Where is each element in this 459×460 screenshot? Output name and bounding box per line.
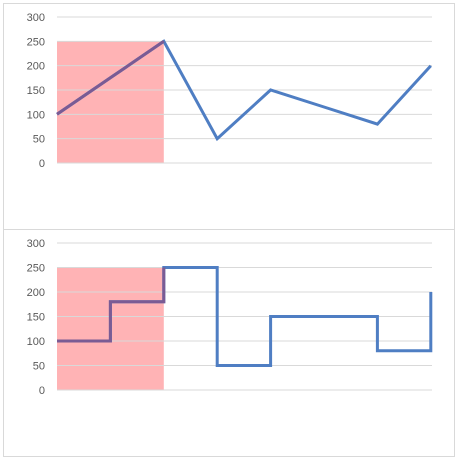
line-chart: 300 250 200 150 100 50 0	[27, 12, 432, 170]
y-tick-label: 100	[27, 109, 45, 121]
y-tick-label: 300	[27, 12, 45, 24]
y-tick-label: 200	[27, 61, 45, 73]
y-tick-label: 250	[27, 263, 45, 275]
y-tick-label: 50	[33, 361, 45, 373]
series-line-highlighted	[57, 267, 166, 343]
y-tick-label: 0	[39, 385, 45, 397]
y-tick-label: 300	[27, 238, 45, 250]
y-tick-label: 50	[33, 134, 45, 146]
series-line-highlighted	[56, 40, 165, 116]
y-tick-label: 250	[27, 36, 45, 48]
y-tick-label: 100	[27, 336, 45, 348]
y-tick-label: 200	[27, 287, 45, 299]
y-tick-label: 150	[27, 85, 45, 97]
step-chart: 300 250 200 150 100 50 0	[27, 238, 433, 397]
chart-divider	[3, 229, 455, 230]
y-tick-label: 0	[39, 158, 45, 170]
y-tick-label: 150	[27, 312, 45, 324]
